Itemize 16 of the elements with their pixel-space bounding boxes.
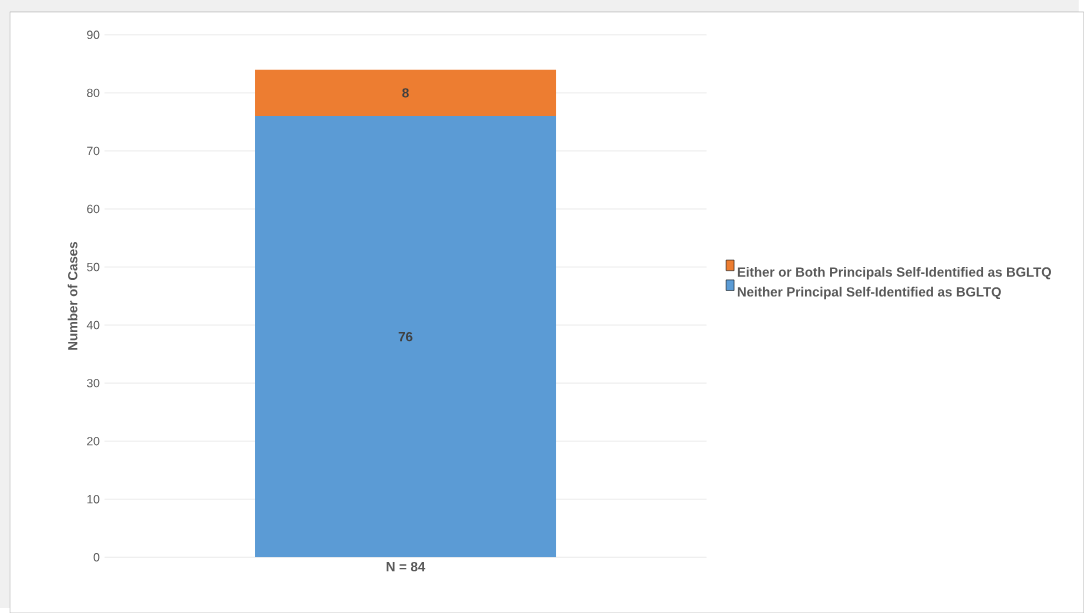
x-tick-label: N = 84 xyxy=(386,561,426,572)
y-tick-label: 60 xyxy=(87,204,100,214)
y-tick-label: 20 xyxy=(87,436,100,446)
y-tick-label: 10 xyxy=(87,494,100,504)
data-label: 76 xyxy=(398,331,413,342)
y-tick-label: 40 xyxy=(86,320,100,330)
data-label: 8 xyxy=(402,88,409,98)
y-tick-label: 90 xyxy=(87,30,100,39)
y-tick-label: 50 xyxy=(87,262,100,272)
y-tick-label: 30 xyxy=(86,378,100,388)
y-tick-label: 80 xyxy=(87,88,100,97)
y-tick-label: 70 xyxy=(87,146,100,156)
y-tick-label: 0 xyxy=(93,552,100,562)
legend-label: Either or Both Principals Self-Identified as BGLTQ xyxy=(737,266,1052,280)
y-axis-title: Number of Cases xyxy=(67,241,78,350)
legend-label: Neither Principal Self-Identified as BGLTQ xyxy=(737,286,1001,300)
